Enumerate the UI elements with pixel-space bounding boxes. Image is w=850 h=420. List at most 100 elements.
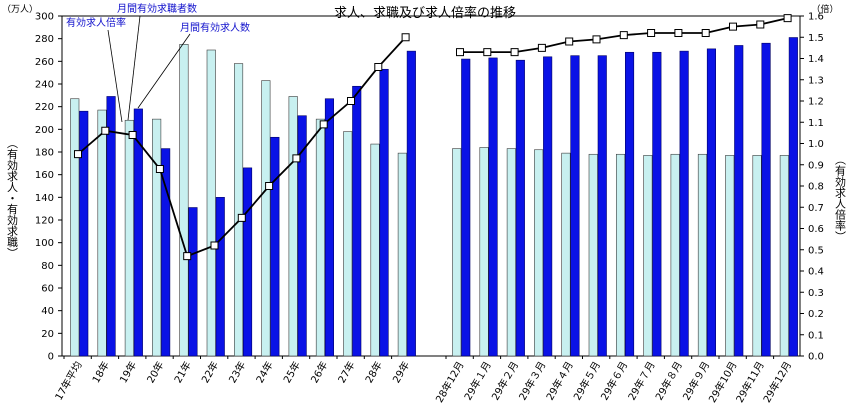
left-tick-label: 0	[48, 352, 54, 363]
bar-openings	[379, 68, 389, 357]
annotations: 有効求人倍率 月間有効求職者数 月間有効求人数	[66, 2, 250, 123]
left-axis: 0 20 40 60 80 100 120 140 160 180 200 220 240 260 280 3…	[35, 12, 62, 363]
right-tick-label: 0.9	[808, 160, 824, 171]
ratio-point	[456, 48, 464, 57]
bar-seekers	[343, 131, 353, 357]
plot-frame	[61, 15, 801, 357]
bar-openings	[624, 51, 635, 357]
bar-openings	[570, 55, 580, 357]
left-tick-label: 80	[41, 261, 54, 272]
left-axis-title: （有効求人・有効求職）	[6, 138, 19, 259]
bar-seekers	[397, 152, 407, 357]
left-tick-label: 40	[41, 306, 54, 317]
ratio-point	[210, 241, 219, 250]
x-axis: 17年平均 18年 19年 20年 21年 22年 23年 24年 25年 26年 27年 28年 29…	[52, 356, 794, 405]
x-tick-label: 24年	[253, 359, 276, 385]
left-tick-label: 160	[35, 170, 54, 181]
right-tick-label: 0.8	[808, 182, 824, 193]
annotation-ratio: 有効求人倍率	[66, 16, 126, 29]
ratio-point	[319, 120, 328, 129]
ratio-point	[155, 165, 164, 173]
left-tick-label: 300	[35, 12, 54, 23]
bar-openings	[79, 110, 89, 357]
left-tick-label: 120	[35, 216, 54, 227]
ratio-point	[537, 43, 546, 52]
x-tick-label: 28年	[362, 359, 385, 385]
bar-openings	[515, 59, 525, 357]
x-tick-label: 21年	[171, 359, 194, 385]
right-axis-title: （有効求人倍率）	[834, 154, 847, 242]
bar-openings	[297, 115, 307, 357]
bar-openings	[734, 45, 744, 357]
right-tick-label: 1.1	[808, 118, 824, 129]
x-tick-label: 23年	[226, 359, 249, 385]
bar-seekers	[152, 118, 162, 357]
bar-openings	[488, 57, 498, 357]
ratio-point	[483, 48, 492, 57]
ratio-point	[101, 126, 110, 135]
bar-seekers	[670, 153, 680, 357]
left-tick-label: 20	[41, 329, 54, 340]
right-tick-label: 1.2	[808, 97, 824, 108]
ratio-point	[756, 20, 765, 29]
right-unit-label: （倍）	[811, 3, 838, 15]
x-tick-label: 29年	[390, 359, 413, 385]
right-tick-label: 0.3	[808, 288, 824, 299]
bar-seekers	[124, 119, 134, 357]
left-unit-label: （万人）	[2, 4, 38, 15]
x-tick-label: 20年	[144, 359, 167, 385]
x-tick-label: 22年	[198, 359, 221, 385]
bar-seekers	[506, 148, 516, 357]
x-tick-label: 27年	[335, 359, 358, 385]
bar-openings	[324, 98, 335, 357]
bar-seekers	[752, 155, 762, 357]
ratio-point	[510, 48, 519, 57]
bar-openings	[597, 55, 607, 357]
ratio-point	[565, 37, 574, 46]
bar-openings	[652, 51, 662, 357]
x-tick-label: 25年	[280, 359, 303, 385]
bar-seekers	[70, 98, 80, 357]
right-tick-label: 1.4	[808, 54, 824, 65]
bar-openings	[352, 85, 362, 357]
bar-openings	[106, 96, 116, 357]
left-tick-label: 180	[35, 148, 54, 159]
left-tick-label: 220	[35, 102, 54, 113]
ratio-point	[265, 182, 274, 190]
right-tick-label: 1.0	[808, 139, 824, 150]
ratio-point	[783, 14, 792, 23]
bar-seekers	[725, 155, 735, 357]
right-tick-label: 0.1	[808, 330, 824, 341]
bar-seekers	[643, 155, 653, 357]
bar-seekers	[234, 63, 244, 357]
chart-title: 求人、求職及び求人倍率の推移	[334, 5, 516, 21]
bar-openings	[133, 108, 143, 357]
ratio-point	[729, 22, 737, 31]
ratio-point	[74, 150, 82, 159]
ratio-point	[347, 97, 355, 105]
bar-openings	[543, 56, 553, 357]
ratio-lines	[74, 14, 792, 261]
bar-seekers	[206, 49, 216, 357]
right-tick-label: 0.4	[808, 267, 824, 278]
bar-openings	[188, 207, 198, 357]
bar-openings	[761, 42, 771, 357]
ratio-point	[647, 29, 656, 37]
left-tick-label: 240	[35, 80, 54, 91]
annotation-seekers: 月間有効求職者数	[117, 2, 197, 15]
x-tick-label: 17年平均	[52, 359, 85, 403]
bar-openings	[270, 136, 280, 357]
bar-seekers	[315, 118, 326, 357]
right-tick-label: 0.5	[808, 245, 824, 256]
ratio-point	[237, 213, 246, 222]
x-tick-label: 26年	[308, 359, 331, 385]
bar-seekers	[370, 143, 380, 357]
bar-openings	[461, 58, 471, 357]
x-tick-label: 19年	[117, 359, 140, 385]
left-tick-label: 200	[35, 125, 54, 136]
ratio-point	[674, 29, 683, 37]
annotation-openings-leader	[137, 33, 191, 109]
left-tick-label: 260	[35, 57, 54, 68]
